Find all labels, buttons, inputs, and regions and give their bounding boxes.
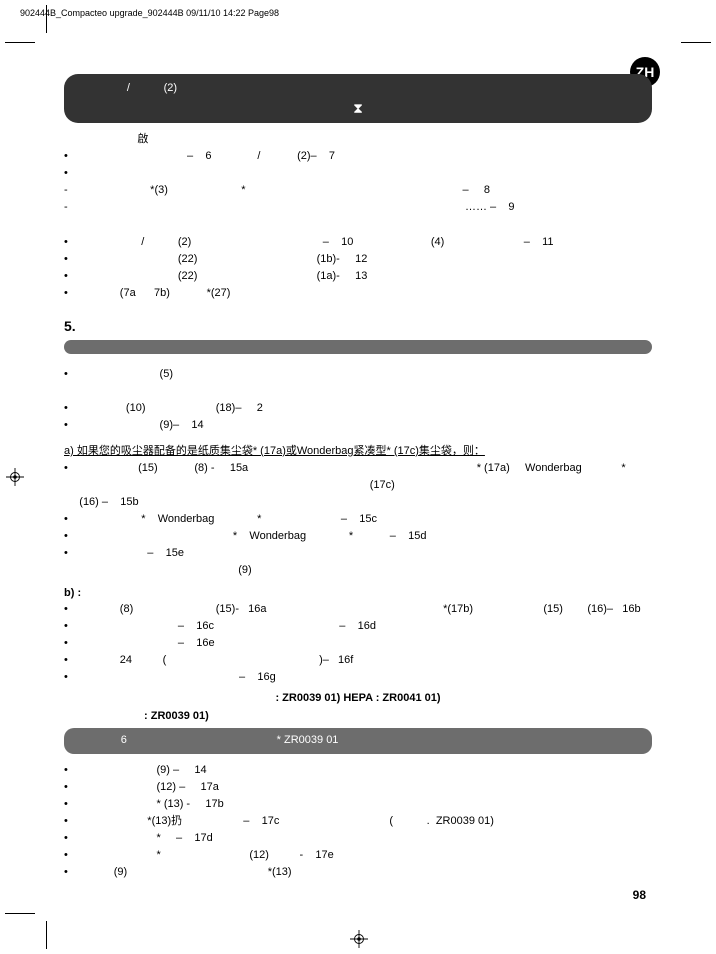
text-block-a: (16) – 15b • * Wonderbag * – 15c • * Won…	[64, 494, 652, 579]
header-meta: 902444B_Compacteo upgrade_902444B 09/11/…	[20, 8, 279, 18]
crop-mark	[681, 42, 711, 43]
bold-line-2: : ZR0039 01)	[64, 710, 652, 722]
section-bar-text: / (2)	[78, 80, 638, 97]
text-cell: * (17a) Wonderbag * (17c)	[370, 460, 652, 494]
section-number-5: 5.	[64, 318, 652, 334]
crop-mark	[5, 42, 35, 43]
text-block-1a: 啟 • – 6 / (2)– 7 • - *(3) *	[64, 131, 652, 233]
text-cell: • (8) (15)- 16a	[64, 601, 370, 618]
block-b-row: • (8) (15)- 16a *(17b) (15) (16)– 16b	[64, 601, 652, 618]
section-bar-blue	[64, 340, 652, 354]
bold-line-1: : ZR0039 01) HEPA : ZR0041 01)	[64, 692, 652, 704]
crop-mark	[46, 921, 47, 949]
block-a-row: • (15) (8) - 15a * (17a) Wonderbag * (17…	[64, 460, 652, 494]
hourglass-icon: ⧗	[78, 99, 638, 117]
subheading-a: a) 如果您的吸尘器配备的是纸质集尘袋* (17a)或Wonderbag紧凑型*…	[64, 442, 652, 458]
page-number: 98	[633, 888, 646, 902]
text-block-1-row: • / (2) – 10 (4) – 11	[64, 234, 652, 251]
registration-mark-icon	[350, 930, 368, 948]
text-block-2: • (5) • (10) (18)– 2 • (9)– 14	[64, 366, 652, 434]
crop-mark	[5, 913, 35, 914]
text-block-1b: • (22) (1b)- 12 • (22) (1a)- 13 •	[64, 251, 652, 302]
subheading-b: b) :	[64, 587, 652, 599]
text-cell: *(17b) (15) (16)– 16b	[370, 601, 652, 618]
text-block-b: • – 16c – 16d • – 16e • 24 (	[64, 618, 652, 686]
text-cell: • / (2) – 10	[64, 234, 370, 251]
text-block-3: • (9) – 14 • (12) – 17a • * (13) - 17b •…	[64, 762, 652, 881]
section-bar-grey: 6 * ZR0039 01	[64, 728, 652, 753]
text-cell: (4) – 11	[370, 234, 652, 251]
crop-mark	[46, 5, 47, 33]
grey-bar-text: 6 * ZR0039 01	[78, 734, 338, 746]
text-cell: • (15) (8) - 15a	[64, 460, 370, 494]
registration-mark-icon	[6, 468, 24, 486]
section-bar-1: / (2) ⧗	[64, 74, 652, 123]
page-content: / (2) ⧗ 啟 • – 6 / (2)– 7 • - *(3) *	[64, 70, 652, 881]
